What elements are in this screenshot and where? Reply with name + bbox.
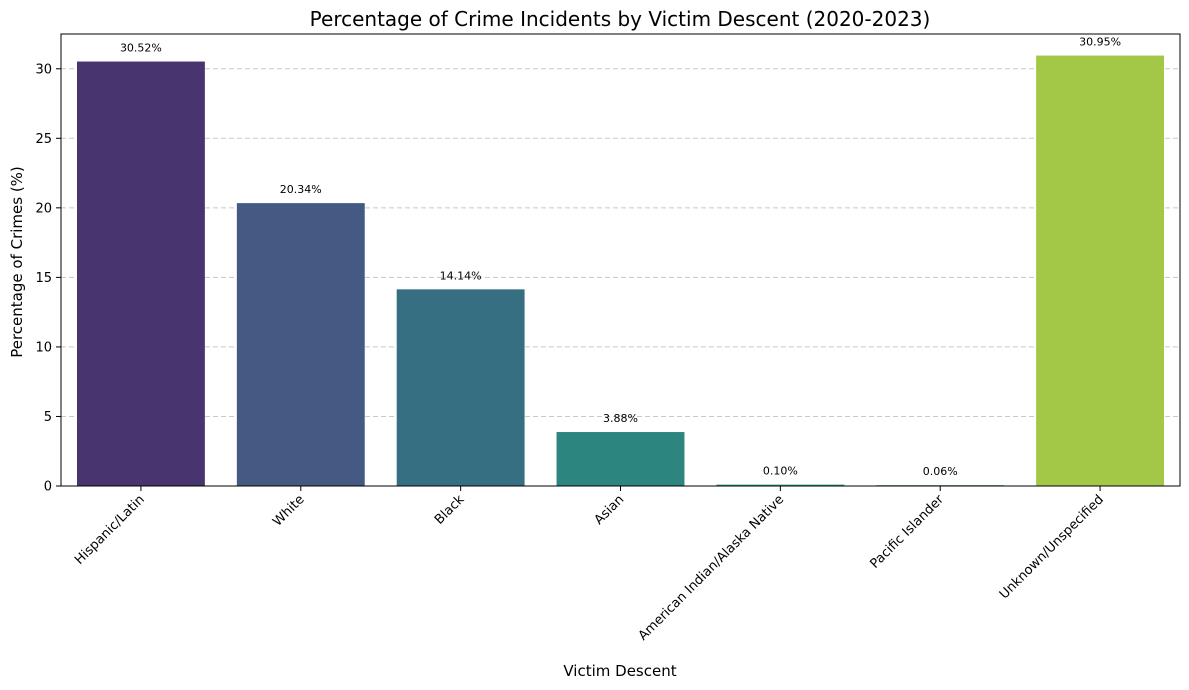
bar <box>556 432 685 486</box>
x-tick-label: Black <box>432 492 468 528</box>
bar-value-label: 30.52% <box>120 42 162 55</box>
bar <box>396 289 525 486</box>
y-tick-label: 5 <box>44 410 52 425</box>
bars <box>76 55 1165 487</box>
bar <box>716 484 845 486</box>
x-tick-label: Hispanic/Latin <box>72 492 148 568</box>
x-axis-title: Victim Descent <box>563 662 676 680</box>
bar-value-label: 30.95% <box>1079 36 1121 49</box>
y-tick-label: 25 <box>35 132 52 147</box>
bar-value-label: 0.10% <box>763 465 798 478</box>
x-tick-label: Unknown/Unspecified <box>997 492 1107 602</box>
y-tick-label: 0 <box>44 480 52 495</box>
bar-value-label: 20.34% <box>280 183 322 196</box>
y-tick-label: 20 <box>35 201 52 216</box>
bar <box>1036 55 1165 487</box>
data-labels: 30.52% 20.34% 14.14% 3.88% 0.10% 0.06% 30.95% <box>120 36 1121 479</box>
y-tick-label: 15 <box>35 271 52 286</box>
y-tick-label: 10 <box>35 340 52 355</box>
chart-title: Percentage of Crime Incidents by Victim … <box>310 7 931 31</box>
bar <box>76 61 205 486</box>
y-axis-title: Percentage of Crimes (%) <box>8 166 26 358</box>
x-axis: Hispanic/Latin White Black Asian American In… <box>72 486 1107 644</box>
bar-value-label: 0.06% <box>923 465 958 478</box>
bar <box>236 203 365 486</box>
y-axis: 0 5 10 15 20 25 30 <box>35 62 61 495</box>
x-tick-label: American Indian/Alaska Native <box>636 492 788 644</box>
x-tick-label: White <box>270 492 307 529</box>
x-tick-label: Asian <box>592 492 628 528</box>
bar-value-label: 3.88% <box>603 412 638 425</box>
bar-value-label: 14.14% <box>440 269 482 282</box>
y-tick-label: 30 <box>35 62 52 77</box>
x-tick-label: Pacific Islander <box>868 492 948 572</box>
